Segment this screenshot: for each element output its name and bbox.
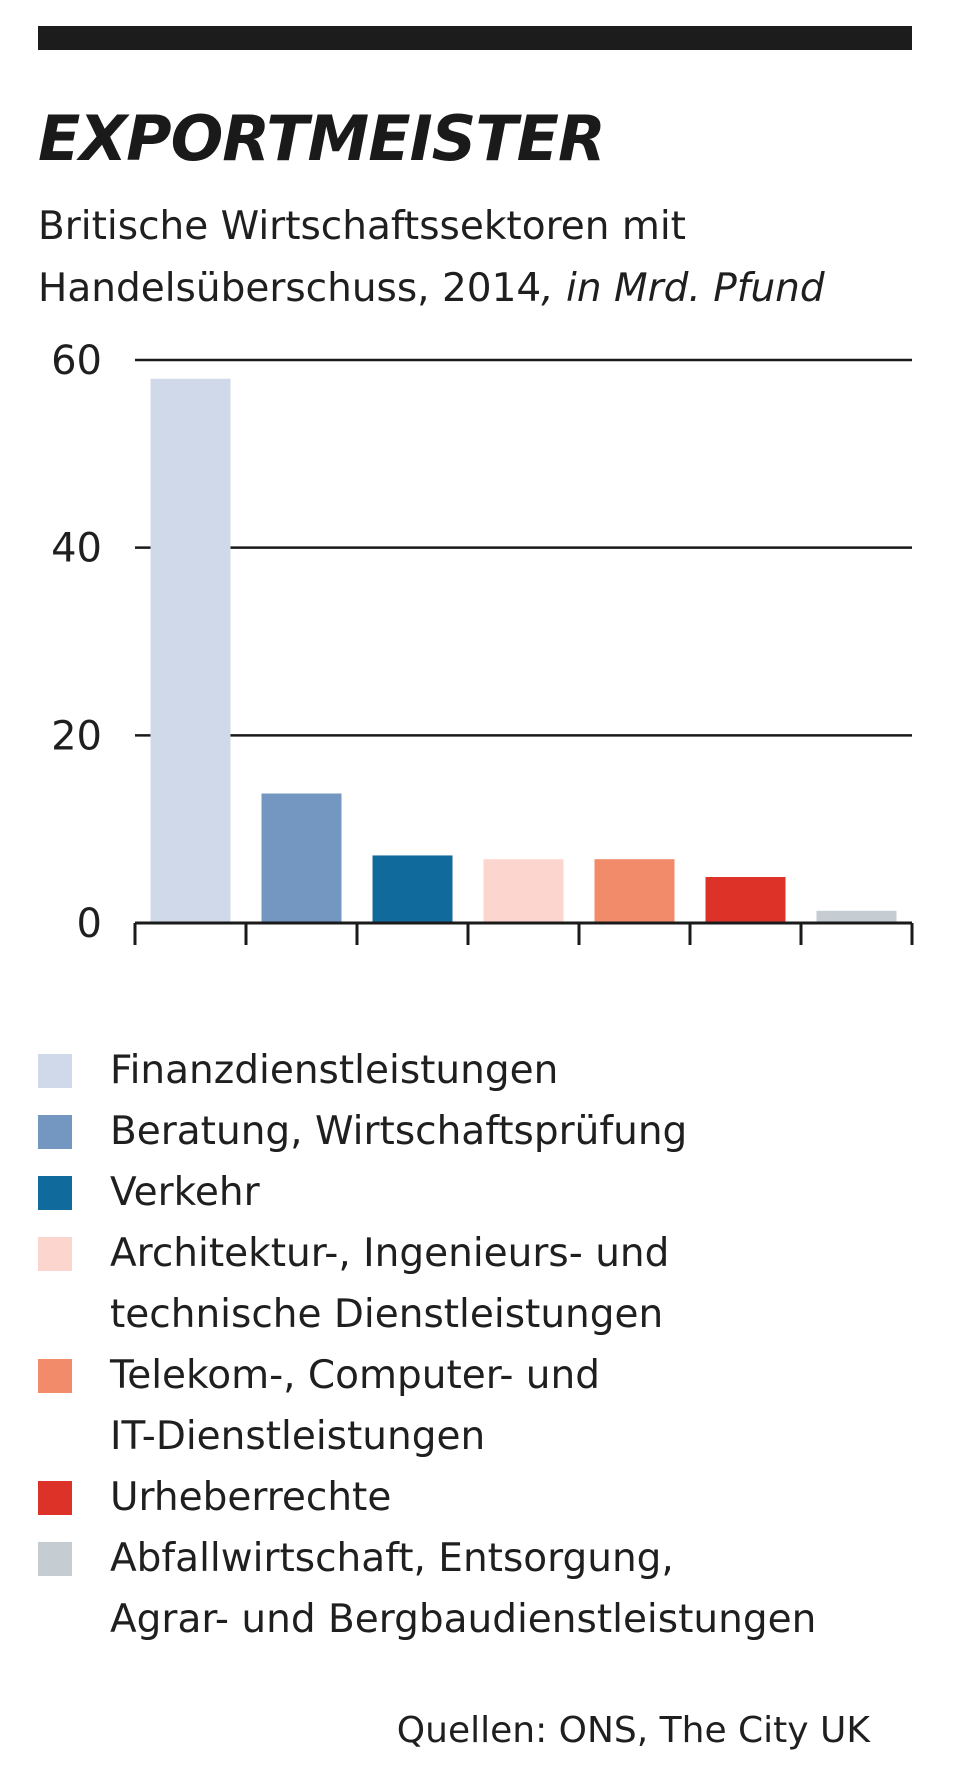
legend-label: Telekom-, Computer- und IT-Dienstleistun…	[110, 1353, 600, 1459]
bar-chart: 0 20 40 60	[51, 340, 914, 947]
legend-swatch	[38, 1115, 72, 1149]
subtitle-text: Britische Wirtschaftssektoren mit Handel…	[38, 204, 686, 311]
chart-subtitle: Britische Wirtschaftssektoren mit Handel…	[38, 196, 918, 320]
top-rule	[38, 26, 912, 50]
y-tick-label-40: 40	[51, 526, 102, 572]
legend-item: Architektur-, Ingenieurs- und technische…	[38, 1223, 938, 1345]
legend-swatch	[38, 1054, 72, 1088]
legend-label: Verkehr	[110, 1170, 260, 1215]
bar-2	[261, 793, 342, 923]
legend-label: Architektur-, Ingenieurs- und technische…	[110, 1231, 670, 1337]
legend-item: Telekom-, Computer- und IT-Dienstleistun…	[38, 1345, 938, 1467]
legend-label: Urheberrechte	[110, 1475, 392, 1520]
legend-swatch	[38, 1542, 72, 1576]
legend-label: Finanzdienstleistungen	[110, 1048, 559, 1093]
legend-item: Abfallwirtschaft, Entsorgung, Agrar- und…	[38, 1528, 938, 1650]
chart-title: EXPORTMEISTER	[38, 102, 606, 175]
bar-1	[150, 378, 231, 923]
bar-5	[594, 859, 675, 923]
subtitle-unit: , in Mrd. Pfund	[541, 266, 825, 311]
bar-3	[372, 855, 453, 923]
legend-label: Beratung, Wirtschaftsprüfung	[110, 1109, 688, 1154]
y-tick-label-0: 0	[77, 901, 102, 947]
bar-7	[816, 910, 897, 923]
legend-item: Beratung, Wirtschaftsprüfung	[38, 1101, 938, 1162]
legend-item: Urheberrechte	[38, 1467, 938, 1528]
source-note: Quellen: ONS, The City UK	[396, 1710, 870, 1751]
legend-swatch	[38, 1481, 72, 1515]
legend-item: Verkehr	[38, 1162, 938, 1223]
legend-item: Finanzdienstleistungen	[38, 1040, 938, 1101]
legend-swatch	[38, 1359, 72, 1393]
chart-legend: Finanzdienstleistungen Beratung, Wirtscha…	[38, 1040, 938, 1650]
legend-swatch	[38, 1176, 72, 1210]
bar-4	[483, 859, 564, 923]
legend-swatch	[38, 1237, 72, 1271]
y-tick-label-20: 20	[51, 713, 102, 759]
legend-label: Abfallwirtschaft, Entsorgung, Agrar- und…	[110, 1536, 817, 1642]
bar-6	[705, 877, 786, 923]
y-tick-label-60: 60	[51, 340, 102, 384]
